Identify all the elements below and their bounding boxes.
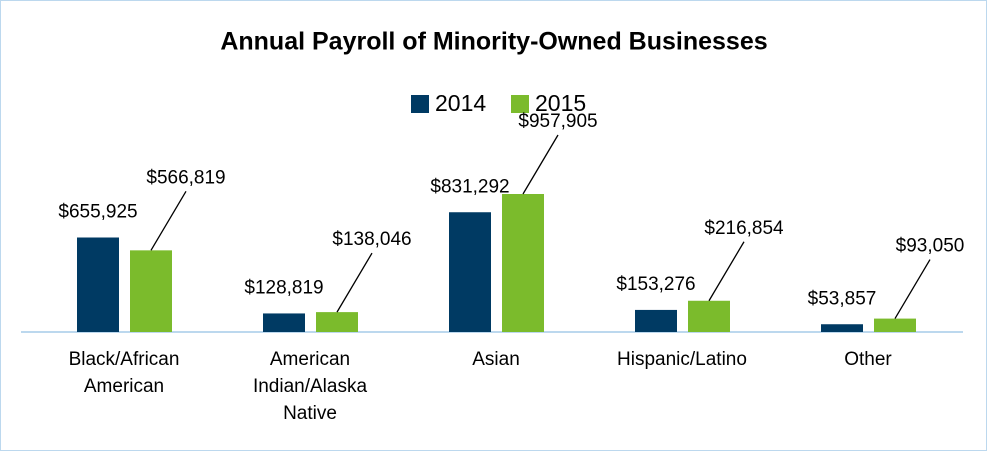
data-label: $53,857	[808, 288, 877, 309]
x-tick-label: American Indian/Alaska Native	[252, 349, 368, 424]
leader-line	[150, 191, 187, 251]
leader-line	[336, 252, 373, 313]
chart-title: Annual Payroll of Minority-Owned Busines…	[220, 28, 767, 56]
bar	[263, 313, 305, 332]
legend-swatch	[411, 95, 429, 113]
data-label: $138,046	[332, 229, 411, 250]
bar	[635, 309, 677, 332]
bar	[821, 324, 863, 332]
bar	[316, 312, 358, 332]
legend-label: 2014	[435, 90, 486, 116]
leader-line	[522, 134, 559, 195]
x-tick-label: Asian	[472, 349, 520, 370]
bar	[77, 237, 119, 332]
data-label: $93,050	[896, 236, 965, 257]
x-tick-label: Other	[844, 349, 892, 370]
legend-label: 2015	[535, 90, 586, 116]
x-tick-label: Black/African American	[68, 349, 180, 397]
bar	[130, 250, 172, 332]
data-label: $153,276	[616, 274, 695, 295]
bar	[502, 194, 544, 332]
data-label: $216,854	[704, 218, 784, 239]
x-tick-label: Hispanic/Latino	[617, 349, 747, 370]
data-label: $655,925	[58, 202, 137, 223]
bar	[874, 318, 916, 332]
bar	[688, 300, 730, 332]
data-label: $566,819	[146, 167, 225, 188]
bar	[449, 212, 491, 332]
data-label: $957,905	[518, 111, 597, 132]
data-label: $128,819	[244, 277, 323, 298]
data-label: $831,292	[430, 176, 509, 197]
legend-swatch	[511, 95, 529, 113]
leader-line	[894, 259, 931, 319]
leader-line	[708, 241, 745, 302]
